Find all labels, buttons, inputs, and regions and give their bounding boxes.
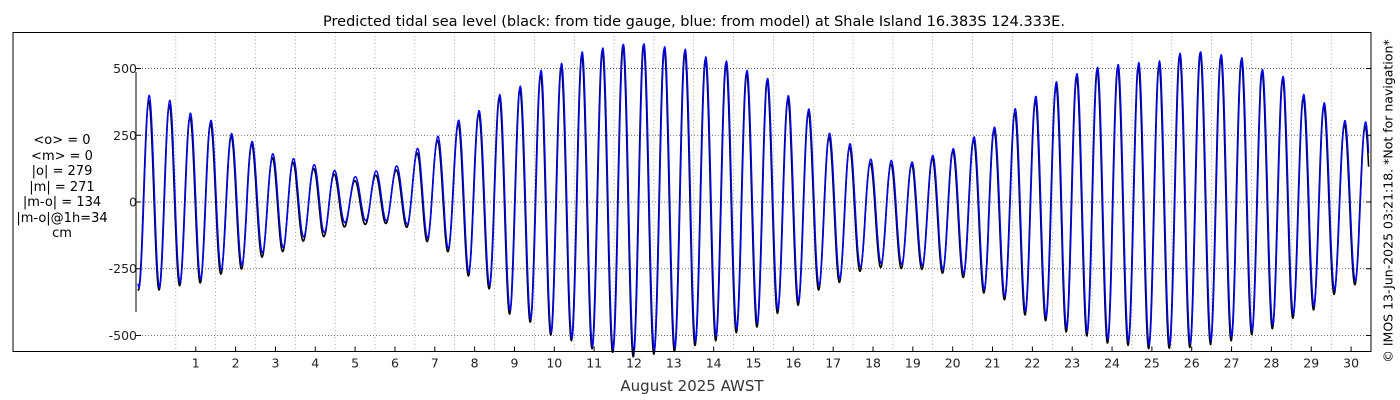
- stat-abs-difference: |m-o| = 134: [22, 195, 102, 210]
- plot-series: [137, 43, 1370, 358]
- stat-mean-model: <m> = 0: [31, 148, 93, 164]
- y-tick-label: 250: [113, 128, 137, 143]
- x-tick-label: 25: [1144, 356, 1160, 371]
- copyright-note: © IMOS 13-Jun-2025 03:21:18. *Not for na…: [1378, 16, 1398, 386]
- statistics-panel: <o> = 0 <m> = 0 |o| = 279 |m| = 271 |m-o…: [0, 133, 124, 242]
- x-tick-label: 21: [985, 356, 1001, 371]
- x-tick-label: 27: [1224, 356, 1240, 371]
- x-tick-label: 16: [785, 356, 801, 371]
- y-tick-label: 500: [113, 61, 137, 76]
- x-tick-label: 26: [1184, 356, 1200, 371]
- x-tick-label: 19: [905, 356, 921, 371]
- plot-frame: [12, 32, 1372, 352]
- stat-mean-observed: <o> = 0: [33, 133, 91, 148]
- x-tick-label: 23: [1064, 356, 1080, 371]
- y-tick-label: -250: [109, 261, 137, 276]
- stat-abs-model: |m| = 271: [29, 179, 95, 195]
- x-tick-label: 29: [1303, 356, 1319, 371]
- x-axis-label: August 2025 AWST: [620, 377, 764, 395]
- x-tick-label: 10: [546, 356, 562, 371]
- x-tick-label: 11: [586, 356, 602, 371]
- x-tick-label: 15: [746, 356, 762, 371]
- x-tick-label: 8: [471, 356, 479, 371]
- x-tick-label: 9: [510, 356, 518, 371]
- copyright-text: © IMOS 13-Jun-2025 03:21:18. *Not for na…: [1380, 39, 1396, 363]
- chart-title: Predicted tidal sea level (black: from t…: [323, 14, 1065, 30]
- stat-abs-difference-1h: |m-o|@1h=34: [16, 210, 108, 226]
- x-tick-label: 24: [1104, 356, 1120, 371]
- x-tick-label: 4: [311, 356, 319, 371]
- x-tick-label: 18: [865, 356, 881, 371]
- series-tide-gauge-line: [137, 44, 1370, 358]
- stat-unit: cm: [52, 226, 72, 241]
- x-tick-label: 14: [706, 356, 722, 371]
- x-tick-label: 17: [825, 356, 841, 371]
- x-axis-ticks: 1 2 3 4 5 6 7 8 9 10 11 12 13 14 15 16 17 18 19 20 21 22 23 24 2…: [192, 346, 1359, 371]
- x-tick-label: 22: [1024, 356, 1040, 371]
- x-tick-label: 2: [232, 356, 240, 371]
- x-tick-label: 28: [1263, 356, 1279, 371]
- x-tick-label: 13: [666, 356, 682, 371]
- x-tick-label: 7: [431, 356, 439, 371]
- y-axis-ticks: 500 250 0 -250 -500: [109, 61, 1371, 343]
- x-tick-label: 6: [391, 356, 399, 371]
- series-model-line: [137, 43, 1370, 354]
- y-tick-label: -500: [109, 328, 137, 343]
- y-tick-label: 0: [129, 195, 137, 210]
- x-tick-label: 20: [945, 356, 961, 371]
- x-tick-label: 30: [1343, 356, 1359, 371]
- x-tick-label: 12: [626, 356, 642, 371]
- stat-abs-observed: |o| = 279: [31, 164, 93, 179]
- x-tick-label: 5: [351, 356, 359, 371]
- x-tick-label: 3: [271, 356, 279, 371]
- x-tick-label: 1: [192, 356, 200, 371]
